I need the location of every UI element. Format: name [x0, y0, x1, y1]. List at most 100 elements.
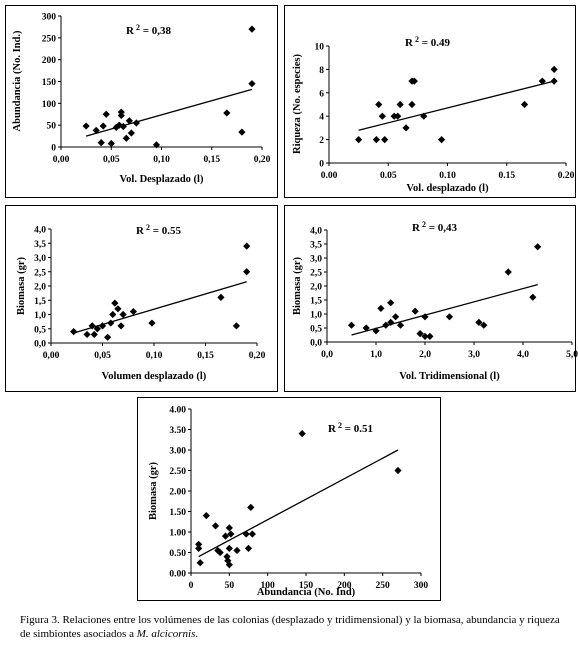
- y-tick-label: 100: [42, 100, 57, 110]
- x-tick-label: 4,0: [517, 350, 529, 360]
- data-point: [232, 322, 240, 330]
- data-point: [378, 112, 386, 120]
- y-tick-label: 2.00: [169, 488, 186, 498]
- y-tick-label: 8: [319, 66, 324, 76]
- y-tick-label: 2.50: [169, 467, 186, 477]
- data-point: [538, 77, 546, 85]
- data-point: [119, 310, 127, 319]
- y-tick-label: 3,5: [34, 240, 46, 250]
- r-squared-label: R 2 = 0,43: [412, 220, 457, 234]
- y-tick-label: 0: [319, 160, 324, 170]
- data-point: [195, 544, 203, 552]
- y-tick-label: 4,0: [34, 226, 46, 236]
- data-point: [70, 328, 78, 336]
- data-point: [396, 100, 404, 109]
- chart-abundancia-vs-vol-desplazado: 0 50 100 150 200 250 300 0,00 0,05 0,10 0,15 0,20 Vo…: [5, 5, 278, 198]
- data-point: [396, 321, 405, 329]
- data-point: [381, 136, 389, 144]
- data-point: [125, 117, 133, 125]
- chart-biomasa-vs-vol-tridimensional: 0,0 0,5 1,0 1,5 2,0 2,5 3,0 3,5 4,0 0,0 1,0 2,0 3,0 4…: [284, 205, 578, 392]
- data-point: [362, 324, 370, 332]
- data-point: [420, 112, 428, 120]
- y-tick-label: 2,5: [34, 268, 46, 278]
- r-squared-label: R 2 = 0.51: [328, 421, 373, 435]
- x-tick-label: 5,0: [566, 350, 578, 360]
- data-point: [107, 319, 115, 327]
- y-tick-label: 1,0: [34, 311, 46, 321]
- data-point: [550, 77, 558, 85]
- x-axis-label: Vol. Tridimensional (l): [399, 371, 500, 382]
- x-tick-label: 0,20: [254, 155, 271, 165]
- data-point: [117, 322, 125, 330]
- x-axis-label: Abundancia (No. Ind): [257, 587, 356, 598]
- y-tick-label: 6: [319, 89, 324, 99]
- data-point: [421, 313, 429, 321]
- y-tick-label: 0,5: [34, 325, 46, 335]
- data-point: [394, 466, 402, 475]
- figure-caption: Figura 3. Relaciones entre los volúmenes…: [20, 614, 565, 641]
- data-point: [504, 268, 512, 276]
- data-point: [217, 293, 225, 301]
- data-point: [534, 243, 542, 251]
- data-point: [117, 111, 125, 120]
- data-point: [355, 136, 363, 144]
- x-axis-label: Volumen desplazado (l): [102, 371, 207, 382]
- caption-text: Figura 3. Relaciones entre los volúmenes…: [20, 614, 560, 640]
- data-point: [127, 129, 135, 137]
- data-point: [347, 321, 356, 329]
- data-point: [392, 313, 400, 321]
- data-point: [225, 524, 233, 532]
- y-tick-label: 3.50: [169, 426, 186, 436]
- data-point: [372, 136, 380, 144]
- y-tick-label: 4: [319, 113, 324, 123]
- data-point: [529, 293, 537, 301]
- data-point: [410, 77, 418, 85]
- chart-svg: 0,0 0,5 1,0 1,5 2,0 2,5 3,0 3,5 4,0 0,0 1,0 2,0 3,0 4…: [292, 220, 578, 382]
- x-tick-label: 0,00: [43, 351, 60, 361]
- data-point: [97, 139, 105, 147]
- y-tick-label: 2,0: [310, 283, 322, 293]
- x-tick-label: 250: [376, 581, 391, 591]
- trendline: [351, 283, 538, 336]
- data-point: [402, 124, 410, 132]
- caption-species: M. alcicornis: [136, 627, 196, 640]
- y-tick-label: 2,5: [310, 269, 322, 279]
- data-point: [247, 503, 255, 511]
- data-point: [408, 100, 416, 109]
- y-axis-label: Biomasa (gr): [292, 256, 303, 315]
- x-tick-label: 0.05: [380, 171, 397, 181]
- x-tick-label: 0,10: [153, 155, 170, 165]
- r-squared-label: R 2 = 0,38: [126, 23, 171, 37]
- data-point: [248, 80, 256, 88]
- y-axis-label: Biomasa (gr): [16, 256, 27, 315]
- x-tick-label: 0,00: [53, 155, 70, 165]
- x-tick-label: 150: [299, 581, 314, 591]
- data-point: [242, 530, 250, 538]
- x-tick-label: 50: [225, 581, 235, 591]
- data-point: [377, 304, 385, 312]
- y-tick-label: 50: [47, 122, 57, 132]
- y-tick-label: 2,0: [34, 283, 46, 293]
- data-point: [132, 119, 140, 127]
- x-tick-label: 0.10: [439, 171, 456, 181]
- data-point: [119, 122, 127, 131]
- y-tick-label: 1,0: [310, 311, 322, 321]
- data-point: [195, 540, 203, 548]
- chart-svg: 0 2 4 6 8 10 0.00 0.05 0.10 0.15 0.20 Vol. desplaza…: [292, 35, 575, 194]
- y-tick-label: 0: [51, 144, 56, 154]
- x-tick-label: 200: [337, 581, 352, 591]
- data-point: [426, 332, 434, 340]
- y-tick-label: 4.00: [169, 406, 186, 416]
- data-point: [83, 330, 91, 339]
- y-axis-label: Riqueza (No. especies): [292, 53, 303, 154]
- data-point: [148, 319, 156, 327]
- y-tick-label: 10: [315, 43, 325, 53]
- data-point: [248, 25, 256, 33]
- data-point: [411, 307, 419, 315]
- r-squared-label: R 2 = 0.55: [136, 223, 181, 237]
- data-point: [114, 305, 122, 313]
- data-point: [244, 544, 253, 552]
- trendline: [358, 80, 555, 131]
- chart-svg: 0.00 0.50 1.00 1.50 2.00 2.50 3.00 3.50 4.00 0 50 1…: [148, 406, 428, 599]
- y-tick-label: 0.50: [169, 549, 186, 559]
